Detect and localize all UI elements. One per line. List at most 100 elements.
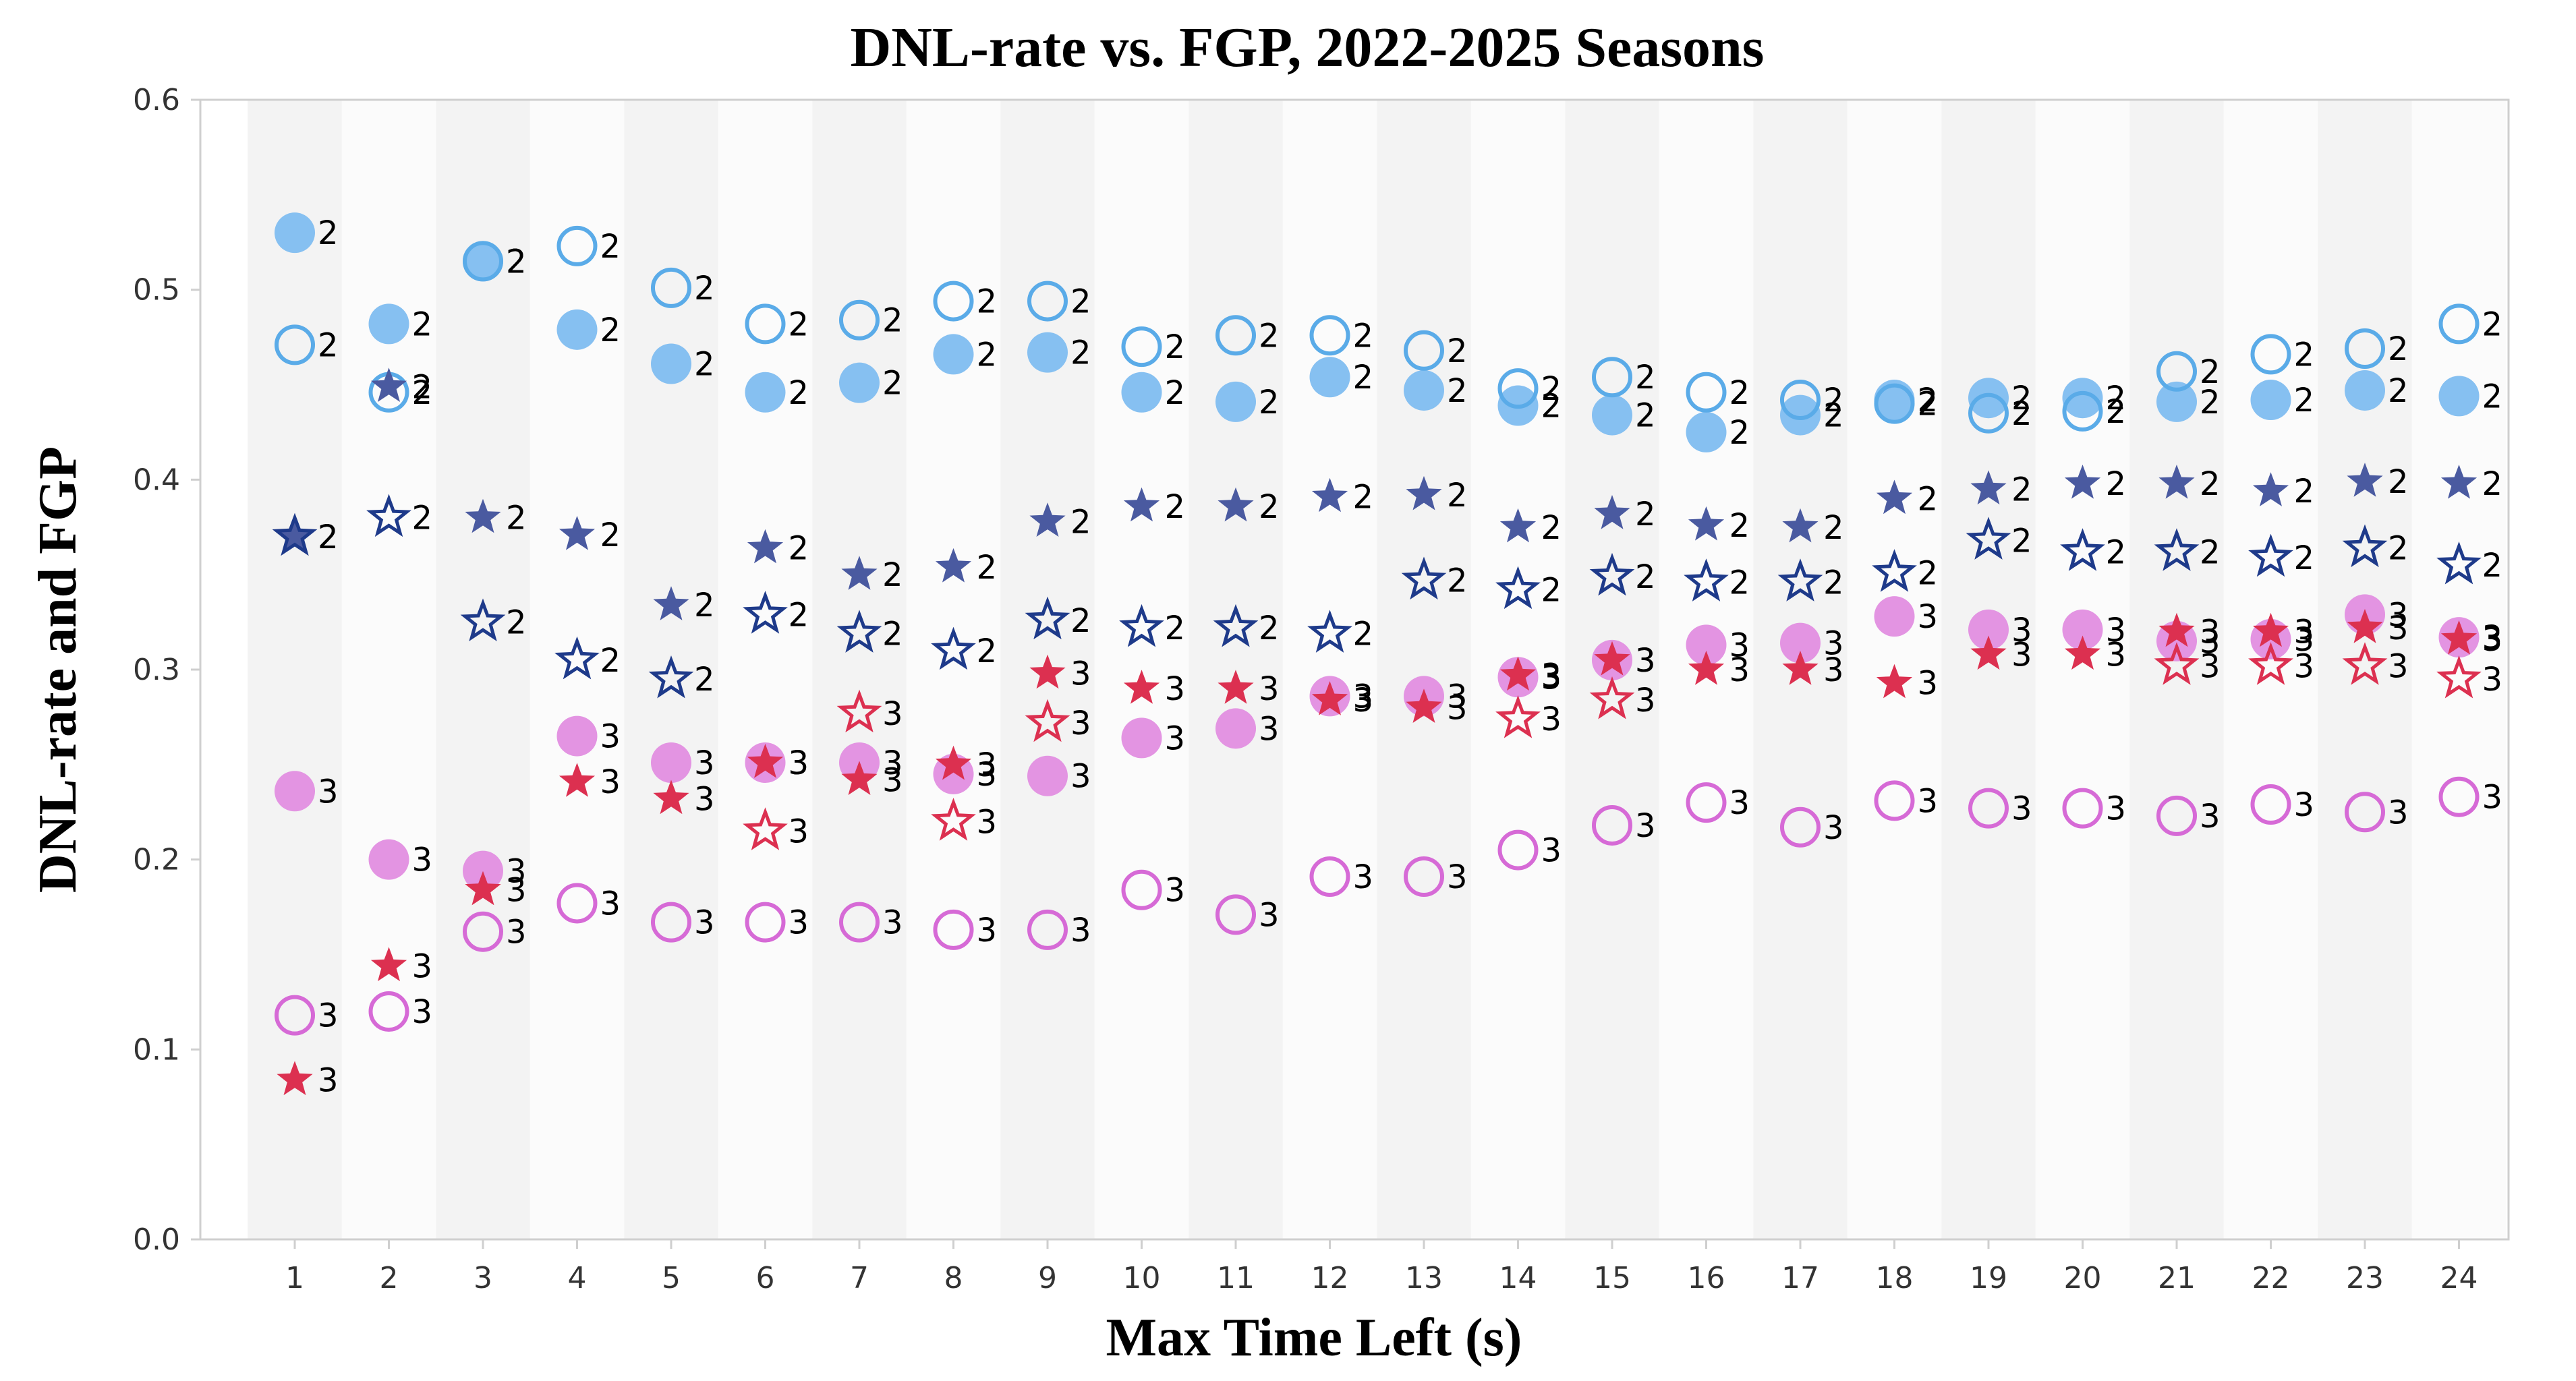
point-label: 2 xyxy=(1165,374,1186,412)
point-s6-x7 xyxy=(841,761,878,795)
x-tick-label: 10 xyxy=(1123,1261,1161,1295)
point-s6-x3 xyxy=(465,871,501,906)
data-marks: 2 2 2 2 2 2 2 2 2 2 2 2 2 2 2 2 2 2 2 2 2 2 2 2 2 2 2 2 2 2 2 2 2 2 2 2 2 2 2 2… xyxy=(272,212,2503,1099)
point-s1-x24 xyxy=(2438,303,2480,345)
point-s6-x5 xyxy=(653,780,689,815)
point-s6-x1 xyxy=(277,1061,313,1096)
point-s0-x12 xyxy=(1309,357,1350,398)
point-s5-x18 xyxy=(1874,780,1915,821)
point-label: 2 xyxy=(1918,382,1939,419)
point-label: 2 xyxy=(1635,496,1656,533)
point-s5-x21 xyxy=(2156,795,2197,836)
point-s1-x1 xyxy=(275,324,315,365)
point-label: 3 xyxy=(506,872,527,910)
point-s2-x24 xyxy=(2440,465,2478,499)
point-label: 3 xyxy=(1541,657,1562,695)
point-s1-x3 xyxy=(463,241,503,282)
point-label: 3 xyxy=(1259,896,1280,934)
point-label: 3 xyxy=(977,912,998,949)
point-label: 3 xyxy=(977,803,998,841)
alternating-bands xyxy=(248,100,2507,1239)
band-13 xyxy=(1377,100,1471,1239)
point-s5-x23 xyxy=(2345,792,2385,833)
point-label: 3 xyxy=(1729,626,1750,664)
point-s1-x21 xyxy=(2156,351,2197,392)
point-s6-x12 xyxy=(1311,681,1348,715)
point-label: 3 xyxy=(1541,659,1562,697)
point-label: 2 xyxy=(506,604,527,642)
point-s1-x10 xyxy=(1121,326,1162,368)
point-label: 3 xyxy=(2200,647,2221,685)
point-label: 2 xyxy=(2106,380,2127,417)
point-label: 2 xyxy=(412,368,433,406)
point-label: 2 xyxy=(2388,372,2409,410)
point-label: 3 xyxy=(1070,758,1091,796)
point-s1-x20 xyxy=(2062,390,2103,432)
point-label: 3 xyxy=(2200,798,2221,835)
band-7 xyxy=(812,100,907,1239)
point-label: 2 xyxy=(2482,547,2503,585)
point-s6-x16 xyxy=(1688,651,1725,685)
point-s2-x7 xyxy=(841,556,878,590)
point-s6-x19 xyxy=(1970,635,2007,670)
point-s5-x17 xyxy=(1780,806,1821,848)
point-label: 3 xyxy=(694,781,715,819)
point-s3-x10 xyxy=(1119,604,1164,647)
x-tick-label: 8 xyxy=(944,1261,963,1295)
point-label: 3 xyxy=(1823,651,1844,689)
point-label: 2 xyxy=(600,312,621,349)
point-s7-x21 xyxy=(2154,642,2200,685)
point-s5-x15 xyxy=(1592,804,1632,846)
band-1 xyxy=(248,100,342,1239)
point-s7-x9 xyxy=(1025,699,1070,742)
point-label: 2 xyxy=(2294,539,2315,577)
point-label: 2 xyxy=(694,346,715,384)
x-axis-ticks: 1 2 3 4 5 6 7 8 9 10 11 12 13 14 15 16 17 18 19 20 21 22 23 24 xyxy=(285,1239,2478,1295)
point-label: 2 xyxy=(1823,509,1844,547)
point-label: 2 xyxy=(1729,507,1750,545)
point-s1-x23 xyxy=(2345,328,2385,369)
point-s0-x4 xyxy=(556,309,598,350)
point-label: 3 xyxy=(2388,596,2409,634)
band-24 xyxy=(2411,100,2507,1239)
point-label: 3 xyxy=(2200,623,2221,661)
point-label: 3 xyxy=(2388,610,2409,647)
point-label: 2 xyxy=(506,243,527,281)
point-label: 2 xyxy=(318,519,339,556)
point-label: 2 xyxy=(1541,387,1562,425)
point-label: 3 xyxy=(694,904,715,942)
point-label: 2 xyxy=(1353,479,1374,517)
point-s2-x5 xyxy=(653,586,689,620)
point-label: 3 xyxy=(412,842,433,879)
point-s5-x13 xyxy=(1404,856,1444,898)
x-tick-label: 19 xyxy=(1970,1261,2007,1295)
point-label: 2 xyxy=(977,549,998,587)
point-s1-x12 xyxy=(1309,315,1350,356)
point-label: 3 xyxy=(1165,719,1186,757)
y-tick-label: 0.1 xyxy=(133,1032,180,1067)
point-s1-x4 xyxy=(556,225,598,266)
point-s5-x7 xyxy=(839,902,880,943)
point-label: 2 xyxy=(789,530,809,568)
point-label: 2 xyxy=(1353,615,1374,653)
point-s2-x1 xyxy=(277,517,313,552)
point-label: 3 xyxy=(2294,614,2315,651)
point-s5-x8 xyxy=(933,909,974,950)
band-5 xyxy=(624,100,718,1239)
x-tick-label: 18 xyxy=(1876,1261,1914,1295)
point-s2-x10 xyxy=(1123,487,1160,522)
point-label: 3 xyxy=(2106,790,2127,828)
point-label: 2 xyxy=(2011,471,2032,508)
x-tick-label: 11 xyxy=(1217,1261,1255,1295)
point-label: 2 xyxy=(1259,317,1280,355)
point-s4-x16 xyxy=(1686,624,1727,666)
x-axis-label: Max Time Left (s) xyxy=(1106,1308,1522,1368)
point-label: 2 xyxy=(2482,465,2503,503)
point-s0-x1 xyxy=(275,212,315,254)
point-s2-x18 xyxy=(1876,479,1913,515)
point-label: 3 xyxy=(1729,651,1750,689)
point-s6-x21 xyxy=(2158,612,2195,647)
point-s2-x13 xyxy=(1406,475,1442,510)
point-s6-x17 xyxy=(1782,651,1819,685)
point-s5-x22 xyxy=(2250,784,2291,825)
